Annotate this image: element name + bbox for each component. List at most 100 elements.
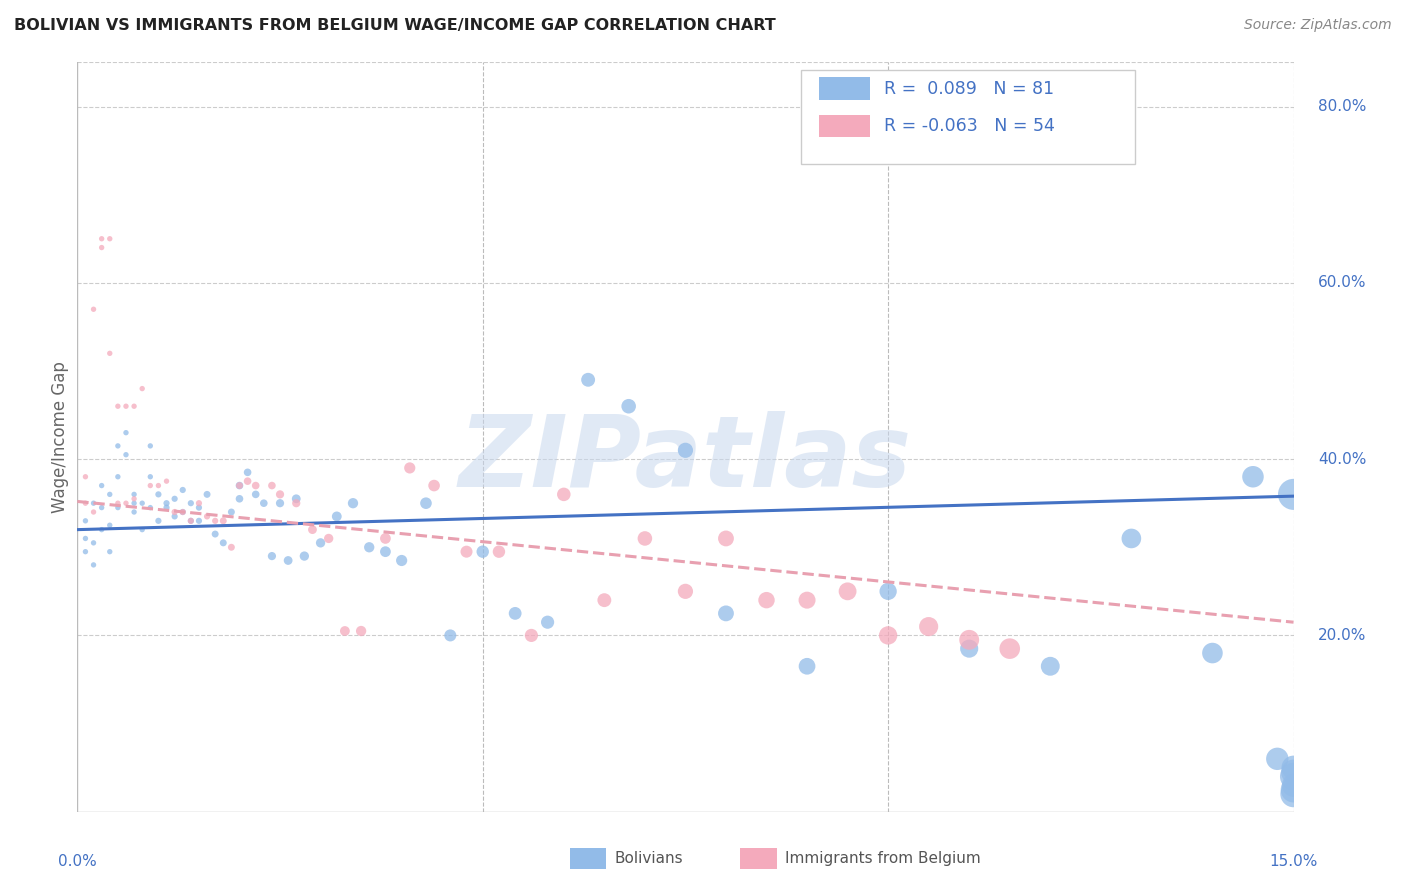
- FancyBboxPatch shape: [740, 848, 776, 870]
- Point: [536, 615, 558, 630]
- Point: [122, 487, 145, 501]
- Text: 20.0%: 20.0%: [1317, 628, 1367, 643]
- Point: [998, 641, 1021, 656]
- Point: [204, 514, 226, 528]
- Point: [221, 505, 243, 519]
- Point: [172, 483, 194, 497]
- Point: [131, 382, 153, 396]
- Point: [439, 628, 461, 642]
- Point: [576, 373, 599, 387]
- Point: [617, 399, 640, 413]
- Point: [131, 523, 153, 537]
- Point: [957, 641, 980, 656]
- Point: [593, 593, 616, 607]
- Y-axis label: Wage/Income Gap: Wage/Income Gap: [51, 361, 69, 513]
- Point: [107, 500, 129, 515]
- Point: [115, 496, 138, 510]
- Point: [75, 496, 97, 510]
- FancyBboxPatch shape: [569, 848, 606, 870]
- Point: [260, 549, 283, 563]
- Point: [634, 532, 657, 546]
- Point: [148, 514, 170, 528]
- Point: [83, 536, 105, 550]
- Point: [877, 584, 900, 599]
- Point: [107, 399, 129, 413]
- Point: [269, 496, 291, 510]
- Point: [83, 505, 105, 519]
- Point: [75, 544, 97, 558]
- Point: [148, 478, 170, 492]
- Point: [245, 478, 267, 492]
- Text: Source: ZipAtlas.com: Source: ZipAtlas.com: [1244, 18, 1392, 32]
- Point: [90, 500, 112, 515]
- Point: [415, 496, 437, 510]
- Text: 0.0%: 0.0%: [58, 854, 97, 869]
- Point: [318, 532, 340, 546]
- Point: [98, 346, 121, 360]
- Point: [1282, 765, 1305, 780]
- Point: [837, 584, 859, 599]
- Point: [423, 478, 446, 492]
- Point: [155, 496, 177, 510]
- Point: [398, 461, 420, 475]
- Point: [877, 628, 900, 642]
- Point: [107, 496, 129, 510]
- Point: [98, 232, 121, 246]
- Point: [131, 496, 153, 510]
- Point: [204, 527, 226, 541]
- Point: [374, 532, 396, 546]
- Text: Immigrants from Belgium: Immigrants from Belgium: [785, 852, 981, 866]
- Point: [1282, 487, 1305, 501]
- Point: [1265, 752, 1288, 766]
- Text: R = -0.063   N = 54: R = -0.063 N = 54: [883, 117, 1054, 135]
- Point: [180, 514, 202, 528]
- Point: [1121, 532, 1143, 546]
- Point: [90, 241, 112, 255]
- Point: [122, 491, 145, 506]
- Point: [1039, 659, 1062, 673]
- Point: [260, 478, 283, 492]
- Point: [139, 478, 162, 492]
- Point: [188, 496, 211, 510]
- Point: [714, 532, 737, 546]
- Point: [228, 478, 250, 492]
- Text: 60.0%: 60.0%: [1317, 276, 1367, 290]
- Point: [503, 607, 526, 621]
- Point: [236, 474, 259, 488]
- Point: [195, 487, 218, 501]
- Point: [195, 509, 218, 524]
- Point: [253, 496, 276, 510]
- Point: [342, 496, 364, 510]
- Point: [172, 505, 194, 519]
- Point: [675, 443, 697, 458]
- Point: [796, 659, 818, 673]
- Point: [75, 532, 97, 546]
- Point: [122, 399, 145, 413]
- Point: [75, 514, 97, 528]
- Point: [1282, 782, 1305, 797]
- Point: [90, 523, 112, 537]
- Point: [180, 514, 202, 528]
- Point: [155, 500, 177, 515]
- Point: [326, 509, 349, 524]
- Point: [456, 544, 478, 558]
- Point: [1282, 787, 1305, 801]
- Point: [115, 425, 138, 440]
- FancyBboxPatch shape: [820, 78, 870, 100]
- Point: [188, 500, 211, 515]
- Point: [285, 496, 308, 510]
- Point: [180, 496, 202, 510]
- Point: [155, 474, 177, 488]
- Point: [675, 584, 697, 599]
- Point: [98, 544, 121, 558]
- Text: BOLIVIAN VS IMMIGRANTS FROM BELGIUM WAGE/INCOME GAP CORRELATION CHART: BOLIVIAN VS IMMIGRANTS FROM BELGIUM WAGE…: [14, 18, 776, 33]
- Point: [1201, 646, 1223, 660]
- Point: [245, 487, 267, 501]
- Point: [520, 628, 543, 642]
- Point: [918, 619, 941, 633]
- Point: [1282, 769, 1305, 783]
- Text: ZIPatlas: ZIPatlas: [458, 411, 912, 508]
- Point: [139, 469, 162, 483]
- Point: [1241, 469, 1264, 483]
- Point: [107, 439, 129, 453]
